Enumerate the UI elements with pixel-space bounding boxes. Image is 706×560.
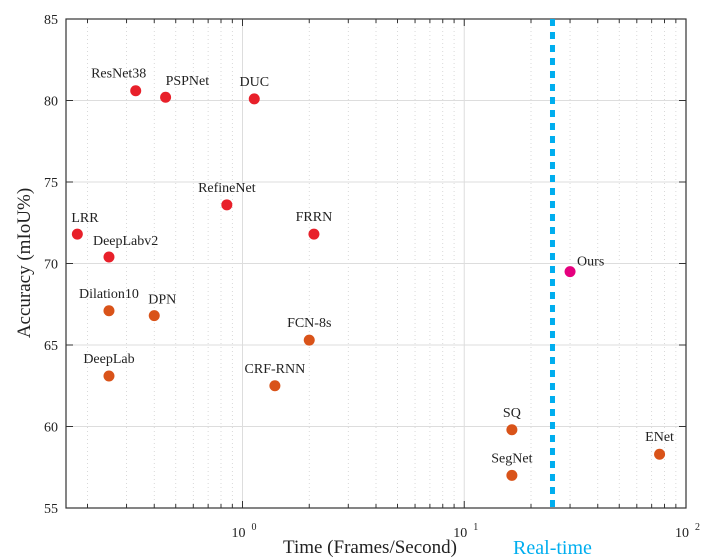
y-tick-label: 75 [44, 176, 58, 191]
y-axis-label: Accuracy (mIoU%) [14, 188, 35, 338]
y-tick-label: 80 [44, 95, 58, 110]
axes: 55 60 65 70 75 80 85 10 0 10 1 10 2 [44, 13, 700, 541]
point-label-dpn: DPN [148, 293, 176, 308]
point-label-crf-rnn: CRF-RNN [245, 362, 306, 377]
y-tick-label: 55 [44, 502, 58, 517]
data-point-deeplab [103, 370, 115, 382]
data-point-duc [248, 93, 260, 105]
point-label-lrr: LRR [71, 211, 99, 226]
point-label-refinenet: RefineNet [198, 181, 256, 196]
point-label-deeplab: DeepLab [83, 352, 134, 367]
y-tick-label: 60 [44, 421, 58, 436]
data-point-refinenet [221, 199, 233, 211]
point-label-deeplabv2: DeepLabv2 [93, 234, 158, 249]
plot-frame [65, 18, 687, 509]
x-tick-label: 10 [453, 526, 467, 541]
y-tick-label: 70 [44, 258, 58, 273]
point-label-dilation10: Dilation10 [79, 287, 139, 302]
data-point-crf-rnn [269, 380, 281, 392]
data-point-ours [564, 266, 576, 278]
data-point-segnet [506, 469, 518, 481]
data-point-frrn [308, 228, 320, 240]
point-label-enet: ENet [645, 430, 674, 445]
x-tick-label: 10 [231, 526, 245, 541]
x-tick-exponent: 0 [251, 522, 256, 533]
x-tick-exponent: 1 [473, 522, 478, 533]
point-label-sq: SQ [503, 406, 521, 421]
point-label-frrn: FRRN [296, 210, 333, 225]
point-label-pspnet: PSPNet [166, 74, 210, 89]
data-point-dilation10 [103, 305, 115, 317]
x-axis-label: Time (Frames/Second) [283, 537, 457, 558]
data-point-resnet38 [130, 85, 142, 97]
x-tick-label: 10 [675, 526, 689, 541]
y-tick-label: 65 [44, 339, 58, 354]
data-point-pspnet [160, 91, 172, 103]
data-point-lrr [71, 228, 83, 240]
data-point-enet [654, 448, 666, 460]
x-tick-exponent: 2 [695, 522, 700, 533]
point-label-duc: DUC [239, 75, 269, 90]
data-point-sq [506, 424, 518, 436]
data-point-dpn [148, 310, 160, 322]
point-label-segnet: SegNet [491, 451, 532, 466]
y-tick-label: 85 [44, 13, 58, 28]
data-point-fcn-8s [303, 334, 315, 346]
point-label-ours: Ours [577, 255, 604, 270]
data-points: Real-time ResNet38 PSPNet DUC RefineNet LRR De… [71, 19, 674, 559]
point-label-resnet38: ResNet38 [91, 67, 146, 82]
realtime-label: Real-time [513, 537, 592, 559]
data-point-deeplabv2 [103, 251, 115, 263]
point-label-fcn-8s: FCN-8s [287, 316, 331, 331]
